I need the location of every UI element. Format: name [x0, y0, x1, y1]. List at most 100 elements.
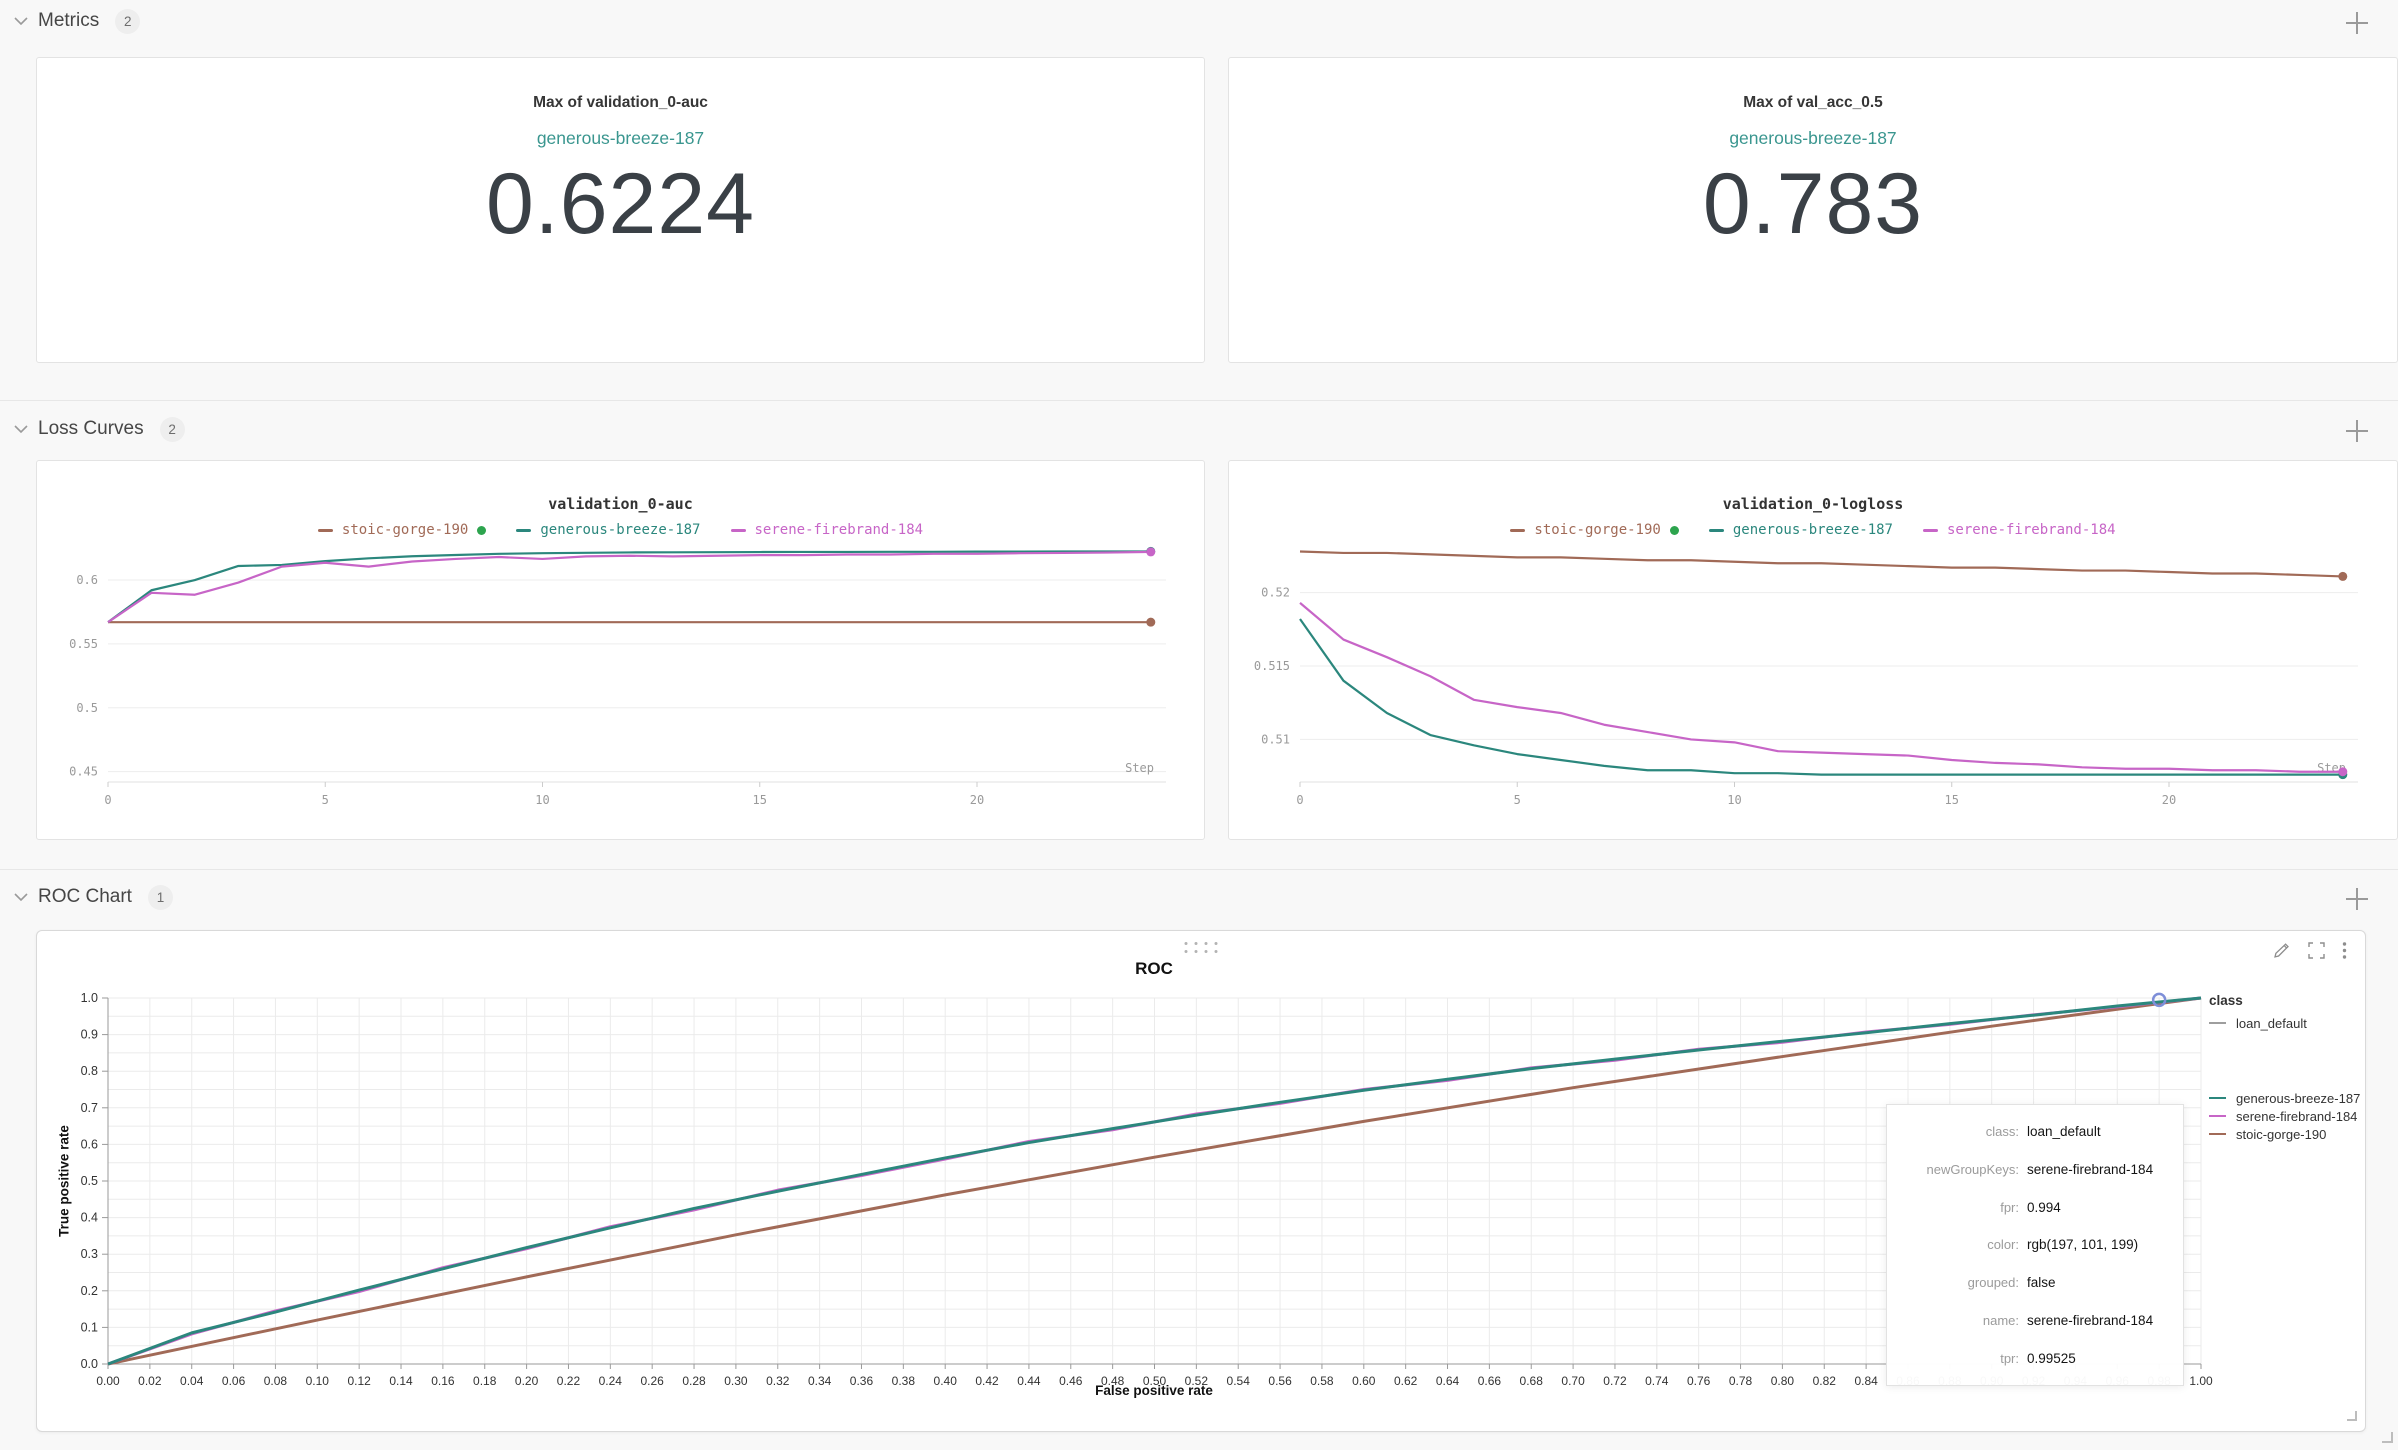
loss-chart-plot[interactable]: 0.45 0.5 0.55 0.6 0 5 10 15 20 Step	[37, 546, 1204, 821]
section-divider	[0, 400, 2398, 401]
scorecard-value: 0.783	[1702, 156, 1924, 252]
add-panel-button[interactable]	[2342, 8, 2372, 38]
tooltip-row: newGroupKeys: serene-firebrand-184	[1926, 1162, 2154, 1178]
run-legend-item[interactable]: generous-breeze-187	[1708, 522, 1893, 538]
section-count-badge: 2	[115, 8, 141, 34]
page-resize-handle-icon[interactable]	[2381, 1430, 2393, 1448]
svg-text:5: 5	[1514, 793, 1521, 807]
run-legend-item[interactable]: serene-firebrand-184	[1923, 522, 2116, 538]
svg-text:0.28: 0.28	[682, 1374, 706, 1388]
scorecard-run-name[interactable]: generous-breeze-187	[536, 128, 705, 148]
svg-text:0.20: 0.20	[515, 1374, 539, 1388]
svg-text:0.6: 0.6	[81, 1137, 98, 1151]
section-header-metrics: Metrics 2	[14, 6, 141, 36]
line-plot-validation-0-auc: validation_0-auc stoic-gorge-190 generous…	[36, 460, 1205, 840]
run-legend-item[interactable]: stoic-gorge-190	[1510, 522, 1679, 538]
run-legend: stoic-gorge-190 generous-breeze-187 serene…	[37, 522, 1204, 538]
svg-text:0.70: 0.70	[1561, 1374, 1585, 1388]
chevron-down-icon[interactable]	[14, 424, 28, 434]
scorecard-title: Max of val_acc_0.5	[1743, 94, 1883, 111]
svg-text:0.12: 0.12	[347, 1374, 371, 1388]
scorecard-validation-0-auc: Max of validation_0-auc generous-breeze-…	[36, 57, 1205, 363]
svg-text:0.6: 0.6	[76, 573, 98, 587]
section-header-loss-curves: Loss Curves 2	[14, 414, 185, 444]
svg-text:20: 20	[970, 793, 984, 807]
svg-text:0.72: 0.72	[1603, 1374, 1627, 1388]
svg-text:0.76: 0.76	[1687, 1374, 1711, 1388]
section-title-loss-curves: Loss Curves	[38, 418, 144, 439]
roc-run-legend: generous-breeze-187 serene-firebrand-184 s…	[2209, 1089, 2360, 1143]
svg-text:20: 20	[2162, 793, 2176, 807]
panel-resize-handle-icon[interactable]	[2346, 1408, 2357, 1426]
chevron-down-icon[interactable]	[14, 892, 28, 902]
loss-chart-plot[interactable]: 0.51 0.515 0.52 0 5 10 15 20 Step	[1229, 546, 2397, 821]
chevron-down-icon[interactable]	[14, 16, 28, 26]
svg-text:0.68: 0.68	[1520, 1374, 1544, 1388]
svg-text:Step: Step	[1125, 761, 1154, 775]
roc-legend-item[interactable]: generous-breeze-187	[2209, 1089, 2360, 1107]
tooltip-row: class: loan_default	[1985, 1124, 2101, 1140]
tooltip-row: color: rgb(197, 101, 199)	[1987, 1237, 2139, 1253]
svg-text:0.2: 0.2	[81, 1284, 98, 1298]
fullscreen-icon[interactable]	[2307, 941, 2326, 960]
roc-plot[interactable]: 0.0 0.1 0.2 0.3 0.4 0.5 0.6 0.7 0.8 0.9 1.0 0.00 0.0…	[37, 981, 2367, 1426]
svg-text:0.44: 0.44	[1017, 1374, 1041, 1388]
svg-text:0.51: 0.51	[1261, 732, 1290, 746]
svg-text:0.5: 0.5	[76, 701, 98, 715]
svg-text:10: 10	[535, 793, 549, 807]
roc-chart-title: ROC	[1135, 959, 1173, 978]
run-legend-item[interactable]: generous-breeze-187	[516, 522, 701, 538]
y-axis-title: True positive rate	[56, 1125, 72, 1237]
scorecard-value: 0.6224	[485, 156, 756, 252]
svg-text:0.84: 0.84	[1854, 1374, 1878, 1388]
run-legend: stoic-gorge-190 generous-breeze-187 serene…	[1229, 522, 2397, 538]
svg-text:0.45: 0.45	[69, 765, 98, 779]
class-legend: class loan_default	[2209, 993, 2307, 1032]
svg-text:0.7: 0.7	[81, 1101, 98, 1115]
svg-text:0.62: 0.62	[1394, 1374, 1418, 1388]
svg-text:0.0: 0.0	[81, 1357, 98, 1371]
roc-panel: ROC 0.0 0.1 0.2 0.3 0.4 0.5 0.6 0.7 0.8 0.9 1.0 0.0…	[36, 930, 2366, 1432]
svg-text:0.5: 0.5	[81, 1174, 98, 1188]
section-title-metrics: Metrics	[38, 10, 100, 31]
svg-text:0.04: 0.04	[180, 1374, 204, 1388]
svg-text:0.52: 0.52	[1261, 586, 1290, 600]
section-title-roc: ROC Chart	[38, 886, 132, 907]
class-legend-title: class	[2209, 993, 2243, 1008]
svg-text:0.52: 0.52	[1185, 1374, 1209, 1388]
svg-text:0.515: 0.515	[1254, 659, 1290, 673]
svg-text:0.78: 0.78	[1729, 1374, 1753, 1388]
tooltip-row: tpr: 0.99525	[2000, 1350, 2076, 1366]
kebab-menu-icon[interactable]	[2342, 941, 2347, 960]
svg-text:0.60: 0.60	[1352, 1374, 1376, 1388]
roc-legend-item[interactable]: stoic-gorge-190	[2209, 1125, 2360, 1143]
scorecard-run-name[interactable]: generous-breeze-187	[1729, 128, 1897, 148]
svg-text:0.00: 0.00	[96, 1374, 120, 1388]
panel-actions	[2272, 941, 2347, 960]
svg-text:0.55: 0.55	[69, 637, 98, 651]
svg-text:0.48: 0.48	[1101, 1374, 1125, 1388]
scorecard-val-acc: Max of val_acc_0.5 generous-breeze-187 0…	[1228, 57, 2398, 363]
add-panel-button[interactable]	[2342, 416, 2372, 446]
legend-item-loan-default[interactable]: loan_default	[2209, 1014, 2307, 1032]
svg-text:0.40: 0.40	[934, 1374, 958, 1388]
svg-text:0.50: 0.50	[1143, 1374, 1167, 1388]
drag-handle-icon[interactable]	[1184, 942, 1218, 953]
line-plot-validation-0-logloss: validation_0-logloss stoic-gorge-190 gene…	[1228, 460, 2398, 840]
svg-text:0.02: 0.02	[138, 1374, 162, 1388]
svg-text:0.82: 0.82	[1813, 1374, 1837, 1388]
run-legend-item[interactable]: serene-firebrand-184	[730, 522, 923, 538]
add-panel-button[interactable]	[2342, 884, 2372, 914]
run-legend-item[interactable]: stoic-gorge-190	[317, 522, 487, 538]
svg-text:0.08: 0.08	[264, 1374, 288, 1388]
svg-text:0.4: 0.4	[81, 1211, 98, 1225]
svg-text:0.16: 0.16	[431, 1374, 455, 1388]
edit-pencil-icon[interactable]	[2272, 941, 2291, 960]
svg-text:0.36: 0.36	[850, 1374, 874, 1388]
tooltip-row: grouped: false	[1967, 1275, 2056, 1291]
svg-text:0.32: 0.32	[766, 1374, 790, 1388]
roc-legend-item[interactable]: serene-firebrand-184	[2209, 1107, 2360, 1125]
svg-text:0.14: 0.14	[389, 1374, 413, 1388]
svg-text:10: 10	[1727, 793, 1741, 807]
